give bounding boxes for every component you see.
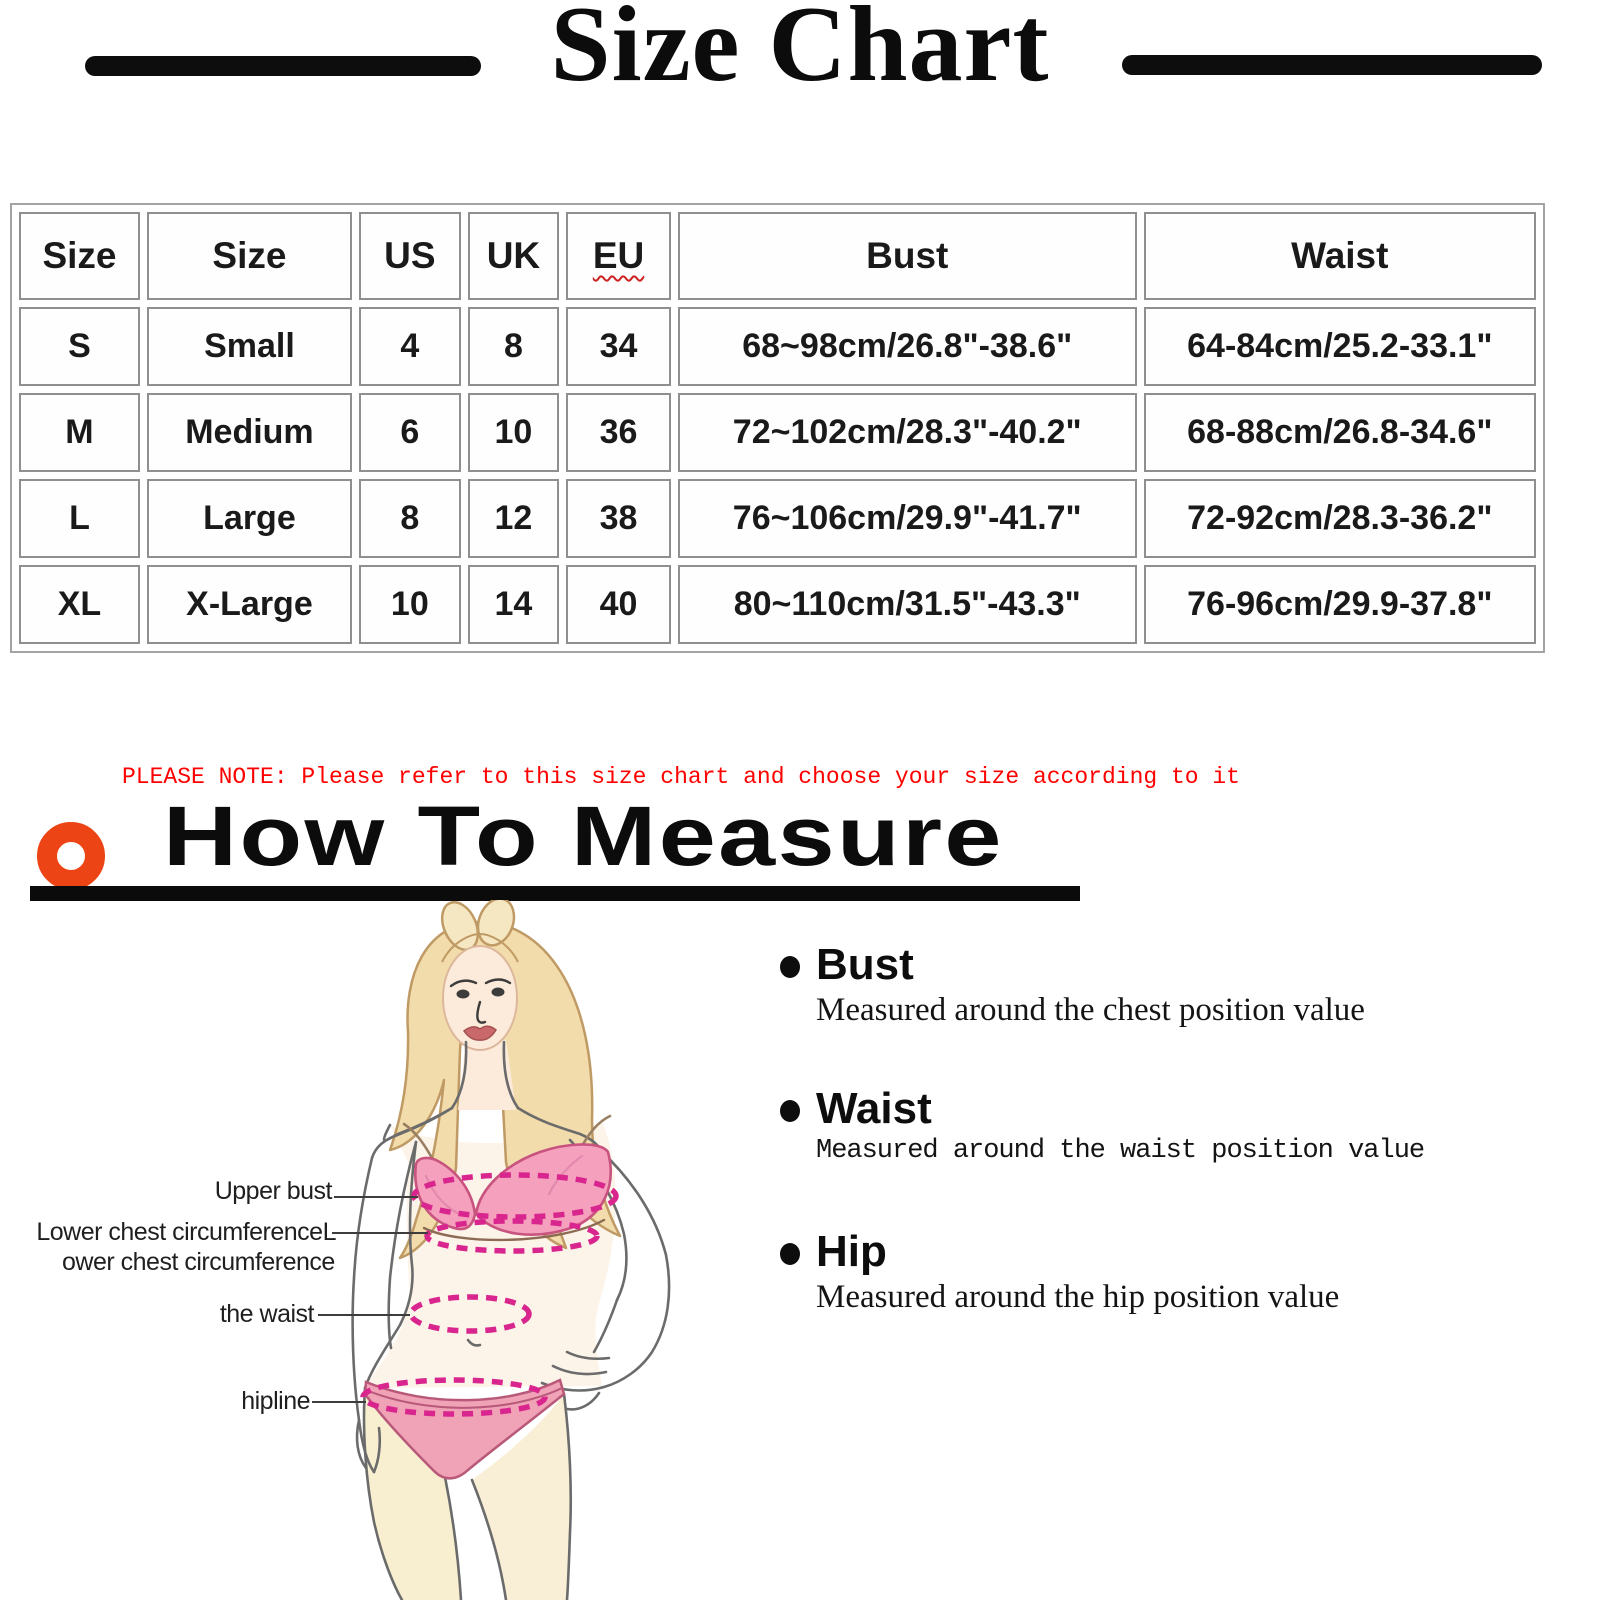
column-header-us: US bbox=[358, 212, 461, 300]
table-row-xl: XL X-Large 10 14 40 80~110cm/31.5"-43.3"… bbox=[19, 565, 1536, 644]
figure-label-lower-chest-line2: ower chest circumference bbox=[62, 1248, 335, 1276]
cell: 12 bbox=[467, 479, 560, 558]
figure-label-lower-chest-line1: Lower chest circumferenceL bbox=[36, 1218, 336, 1246]
column-header-bust: Bust bbox=[677, 212, 1137, 300]
cell: X-Large bbox=[146, 565, 352, 644]
cell: 64-84cm/25.2-33.1" bbox=[1143, 307, 1536, 386]
label-connector-upper-bust bbox=[334, 1196, 418, 1198]
measure-item-waist: Waist Measured around the waist position… bbox=[780, 1084, 1425, 1167]
cell: 68~98cm/26.8"-38.6" bbox=[677, 307, 1137, 386]
cell: 76-96cm/29.9-37.8" bbox=[1143, 565, 1536, 644]
measurement-figure-illustration bbox=[351, 900, 671, 1600]
measure-label-waist: Waist bbox=[816, 1084, 932, 1133]
cell: 8 bbox=[358, 479, 461, 558]
how-to-measure-heading: How To Measure bbox=[163, 789, 1004, 883]
label-connector-lower-chest bbox=[332, 1232, 428, 1234]
cell: XL bbox=[19, 565, 140, 644]
label-connector-hipline bbox=[312, 1401, 366, 1403]
orange-ring-icon bbox=[37, 822, 105, 890]
table-row-s: S Small 4 8 34 68~98cm/26.8"-38.6" 64-84… bbox=[19, 307, 1536, 386]
cell: 10 bbox=[358, 565, 461, 644]
cell: Small bbox=[146, 307, 352, 386]
table-row-m: M Medium 6 10 36 72~102cm/28.3"-40.2" 68… bbox=[19, 393, 1536, 472]
column-header-eu-label: EU bbox=[592, 235, 645, 276]
cell: L bbox=[19, 479, 140, 558]
cell: 34 bbox=[566, 307, 671, 386]
cell: 10 bbox=[467, 393, 560, 472]
cell: 40 bbox=[566, 565, 671, 644]
figure-label-hipline: hipline bbox=[241, 1387, 310, 1415]
cell: 72-92cm/28.3-36.2" bbox=[1143, 479, 1536, 558]
please-note-text: PLEASE NOTE: Please refer to this size c… bbox=[122, 764, 1240, 790]
title-divider-left bbox=[85, 56, 481, 76]
table-row-l: L Large 8 12 38 76~106cm/29.9"-41.7" 72-… bbox=[19, 479, 1536, 558]
cell: S bbox=[19, 307, 140, 386]
column-header-eu: EU bbox=[566, 212, 671, 300]
cell: Medium bbox=[146, 393, 352, 472]
title-divider-right bbox=[1122, 55, 1542, 75]
cell: M bbox=[19, 393, 140, 472]
cell: Large bbox=[146, 479, 352, 558]
bullet-dot-icon bbox=[780, 1243, 800, 1265]
heading-underline-bar bbox=[30, 886, 1080, 901]
bullet-dot-icon bbox=[780, 956, 800, 978]
cell: 38 bbox=[566, 479, 671, 558]
cell: 4 bbox=[358, 307, 461, 386]
label-connector-waist bbox=[318, 1314, 410, 1316]
cell: 76~106cm/29.9"-41.7" bbox=[677, 479, 1137, 558]
column-header-size-abbr: Size bbox=[19, 212, 140, 300]
table-header-row: Size Size US UK EU Bust Waist bbox=[19, 212, 1536, 300]
column-header-waist: Waist bbox=[1143, 212, 1536, 300]
measure-item-hip: Hip Measured around the hip position val… bbox=[780, 1227, 1340, 1316]
column-header-size-name: Size bbox=[146, 212, 352, 300]
figure-label-lower-chest: Lower chest circumferenceL ower chest ci… bbox=[0, 1217, 336, 1277]
measure-desc-waist: Measured around the waist position value bbox=[816, 1136, 1425, 1167]
measure-label-hip: Hip bbox=[816, 1227, 887, 1276]
measure-desc-bust: Measured around the chest position value bbox=[816, 992, 1365, 1029]
cell: 8 bbox=[467, 307, 560, 386]
cell: 14 bbox=[467, 565, 560, 644]
cell: 80~110cm/31.5"-43.3" bbox=[677, 565, 1137, 644]
figure-label-upper-bust: Upper bust bbox=[214, 1177, 333, 1205]
page-title: Size Chart bbox=[550, 0, 1050, 104]
measure-label-bust: Bust bbox=[816, 940, 914, 989]
cell: 68-88cm/26.8-34.6" bbox=[1143, 393, 1536, 472]
measure-item-bust: Bust Measured around the chest position … bbox=[780, 940, 1365, 1029]
cell: 36 bbox=[566, 393, 671, 472]
bullet-dot-icon bbox=[780, 1100, 800, 1122]
figure-label-waist: the waist bbox=[219, 1300, 315, 1328]
cell: 6 bbox=[358, 393, 461, 472]
cell: 72~102cm/28.3"-40.2" bbox=[677, 393, 1137, 472]
column-header-uk: UK bbox=[467, 212, 560, 300]
size-table: Size Size US UK EU Bust Waist S Small 4 … bbox=[10, 203, 1545, 653]
measure-desc-hip: Measured around the hip position value bbox=[816, 1279, 1340, 1316]
